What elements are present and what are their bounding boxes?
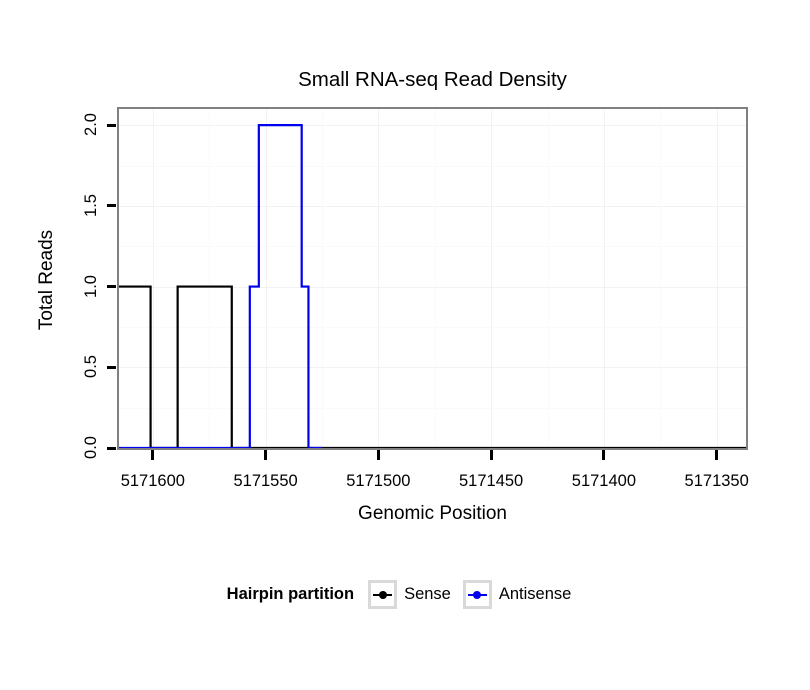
gridline-x-major [716, 109, 718, 448]
gridline-x-minor [209, 109, 211, 448]
legend-key-antisense [462, 580, 492, 609]
gridline-x-minor [660, 109, 662, 448]
gridline-x-minor [547, 109, 549, 448]
gridline-x-major [378, 109, 380, 448]
legend-item-sense[interactable]: Sense [368, 580, 451, 609]
y-tick-label: 1.5 [82, 193, 101, 217]
x-tick-mark [151, 450, 155, 460]
y-tick-mark [107, 123, 116, 127]
gridline-y-minor [119, 246, 746, 248]
x-tick-mark [489, 450, 493, 460]
gridline-x-major [603, 109, 605, 448]
x-tick-label: 5171350 [684, 472, 749, 490]
gridline-x-minor [321, 109, 323, 448]
gridline-y-minor [119, 326, 746, 328]
x-tick-label: 5171500 [346, 472, 411, 490]
x-tick-mark [376, 450, 380, 460]
y-tick-label: 0.5 [82, 355, 101, 379]
y-tick-mark [107, 446, 116, 450]
series-line-sense [119, 287, 746, 448]
series-layer [119, 109, 746, 448]
x-axis-title: Genomic Position [358, 503, 507, 524]
plot-panel-inner [119, 109, 746, 448]
legend-items: Sense Antisense [368, 580, 583, 609]
gridline-y-minor [119, 407, 746, 409]
gridline-y-major [119, 125, 746, 127]
legend: Hairpin partition Sense Antisense [0, 580, 810, 609]
gridline-y-major [119, 205, 746, 207]
y-tick-mark [107, 365, 116, 369]
legend-key-sense [368, 580, 398, 609]
y-tick-mark [107, 285, 116, 289]
gridline-y-major [119, 286, 746, 288]
gridline-x-major [491, 109, 493, 448]
x-tick-mark [602, 450, 606, 460]
x-tick-label: 5171550 [233, 472, 298, 490]
plot-panel [117, 107, 748, 450]
x-tick-label: 5171600 [120, 472, 185, 490]
y-tick-label: 0.0 [82, 436, 101, 459]
gridline-y-minor [119, 165, 746, 167]
legend-title: Hairpin partition [226, 585, 355, 603]
x-tick-label: 5171450 [459, 472, 524, 490]
y-tick-label: 1.0 [82, 274, 101, 298]
legend-label: Antisense [498, 585, 572, 603]
series-line-antisense [119, 125, 322, 448]
chart-title: Small RNA-seq Read Density [298, 68, 567, 91]
y-tick-mark [107, 204, 116, 208]
y-tick-label: 2.0 [82, 113, 101, 137]
x-tick-label: 5171400 [571, 472, 637, 490]
x-tick-mark [264, 450, 268, 460]
gridline-y-major [119, 367, 746, 369]
gridline-x-major [152, 109, 154, 448]
gridline-x-major [265, 109, 267, 448]
legend-label: Sense [404, 585, 451, 603]
legend-key-point-icon [473, 590, 482, 599]
x-tick-mark [715, 450, 719, 460]
legend-item-antisense[interactable]: Antisense [462, 580, 572, 609]
gridline-x-minor [434, 109, 436, 448]
legend-key-point-icon [378, 590, 387, 599]
